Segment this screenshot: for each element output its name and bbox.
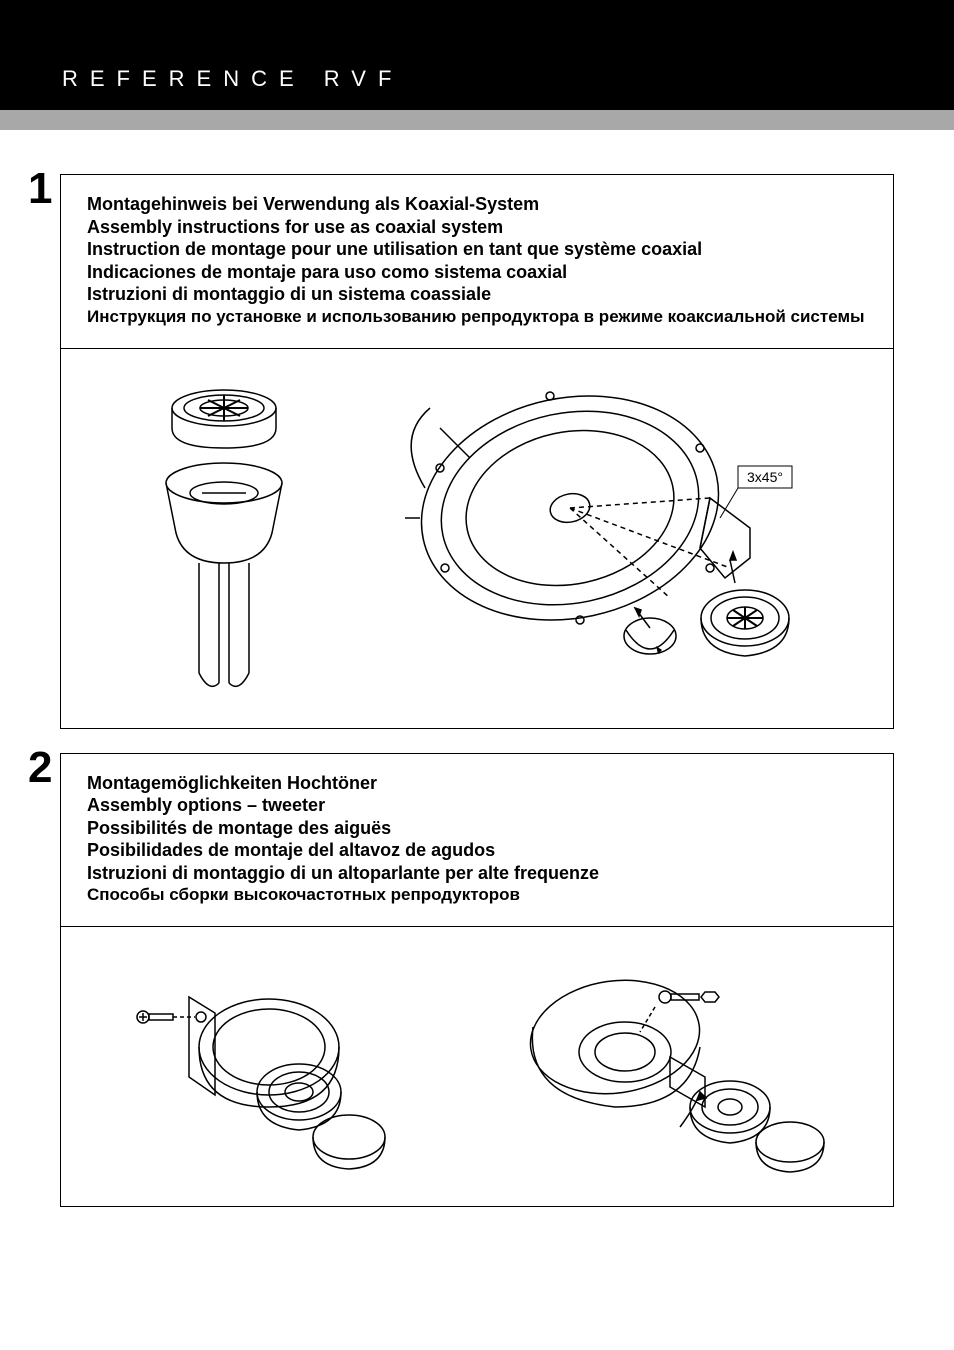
step-number-2: 2 [28, 743, 52, 793]
heading-de: Montagehinweis bei Verwendung als Koaxia… [87, 193, 867, 216]
tweeter-post-drawing [114, 373, 334, 703]
step-number-1: 1 [28, 164, 52, 214]
heading-it: Istruzioni di montaggio di un sistema co… [87, 283, 867, 306]
heading-es: Indicaciones de montaje para uso como si… [87, 261, 867, 284]
tweeter-mount-option-a [119, 957, 419, 1177]
heading-en: Assembly options – tweeter [87, 794, 867, 817]
section-2: 2 Montagemöglichkeiten Hochtöner Assembl… [60, 753, 894, 1208]
heading-fr: Instruction de montage pour une utilisat… [87, 238, 867, 261]
heading-it: Istruzioni di montaggio di un altoparlan… [87, 862, 867, 885]
section-1-header-box: Montagehinweis bei Verwendung als Koaxia… [60, 174, 894, 349]
callout-text: 3x45° [747, 469, 783, 485]
tweeter-mount-option-b [495, 957, 835, 1177]
page-content: 1 Montagehinweis bei Verwendung als Koax… [0, 130, 954, 1271]
heading-es: Posibilidades de montaje del altavoz de … [87, 839, 867, 862]
heading-ru: Инструкция по установке и использованию … [87, 306, 867, 328]
page-title: REFERENCE RVF [62, 66, 403, 92]
woofer-assembly-drawing: 3x45° [400, 368, 840, 708]
heading-en: Assembly instructions for use as coaxial… [87, 216, 867, 239]
section-1-headings: Montagehinweis bei Verwendung als Koaxia… [87, 193, 867, 328]
section-2-header-box: Montagemöglichkeiten Hochtöner Assembly … [60, 753, 894, 928]
header-black-bar: REFERENCE RVF [0, 0, 954, 110]
section-2-figure [60, 927, 894, 1207]
header-grey-bar [0, 110, 954, 130]
heading-de: Montagemöglichkeiten Hochtöner [87, 772, 867, 795]
heading-fr: Possibilités de montage des aiguës [87, 817, 867, 840]
section-2-headings: Montagemöglichkeiten Hochtöner Assembly … [87, 772, 867, 907]
section-1: 1 Montagehinweis bei Verwendung als Koax… [60, 174, 894, 729]
section-1-figure: 3x45° [60, 349, 894, 729]
heading-ru: Способы сборки высокочастотных репродукт… [87, 884, 867, 906]
